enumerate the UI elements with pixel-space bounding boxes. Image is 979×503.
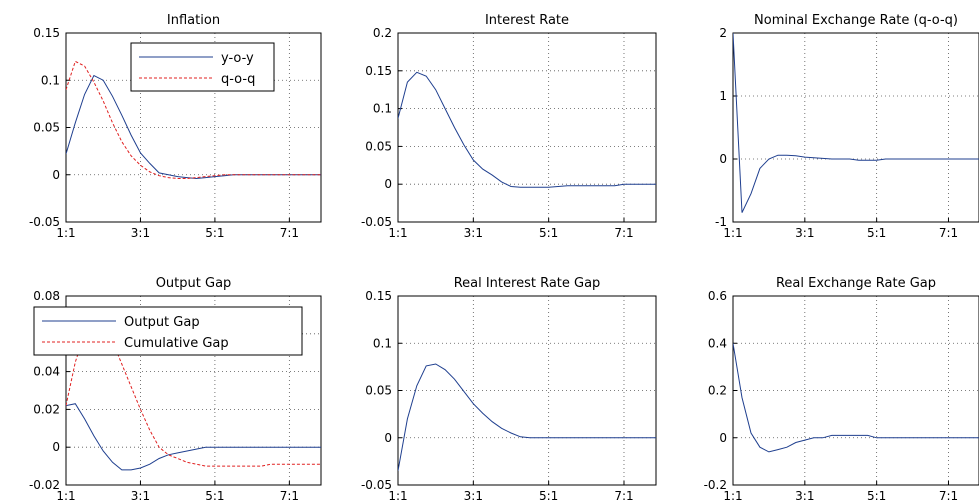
panel-title: Real Exchange Rate Gap [776,276,936,291]
y-tick-label: 0.05 [365,384,392,398]
panel-4: -0.05 0 0.05 0.1 0.15 1:1 3:1 5:1 7:1 Real Intere… [361,276,657,503]
y-tick-label: 0.6 [708,289,727,303]
panel-title: Nominal Exchange Rate (q-o-q) [754,13,958,28]
x-tick-label: 1:1 [723,226,742,240]
y-tick-label: 0.02 [33,402,60,416]
x-tick-label: 1:1 [723,489,742,503]
panel-5: -0.2 0 0.2 0.4 0.6 1:1 3:1 5:1 7:1 Real Exchange … [704,276,979,503]
y-tick-label: 0.15 [33,26,60,40]
x-tick-label: 5:1 [867,226,886,240]
panel-title: Output Gap [156,276,232,291]
x-tick-label: 5:1 [205,489,224,503]
x-tick-label: 1:1 [56,489,75,503]
x-tick-label: 5:1 [539,226,558,240]
panel-1: -0.05 0 0.05 0.1 0.15 0.2 1:1 3:1 5:1 7:1 Interest… [361,13,657,240]
x-tick-label: 7:1 [614,226,633,240]
legend-entry: y-o-y [221,51,254,66]
y-tick-label: 0 [384,177,392,191]
y-tick-label: 0.2 [708,384,727,398]
x-tick-label: 3:1 [464,226,483,240]
x-tick-label: 3:1 [464,489,483,503]
x-tick-label: 7:1 [280,489,299,503]
y-tick-label: -0.05 [361,478,392,492]
series-line-1 [66,60,321,179]
x-tick-label: 3:1 [131,489,150,503]
y-tick-label: 0.4 [708,336,727,350]
legend-entry: q-o-q [221,72,255,87]
y-tick-label: 0 [384,431,392,445]
x-tick-label: 5:1 [205,226,224,240]
panel-3: -0.0200.020.040.060.081:13:15:17:1Output… [29,276,322,503]
y-tick-label: 0.1 [373,336,392,350]
series-line-0 [398,71,656,188]
y-tick-label: 0.1 [41,73,60,87]
y-tick-label: 0.08 [33,289,60,303]
y-tick-label: 0 [719,431,727,445]
x-tick-label: 7:1 [939,489,958,503]
series-line-0 [398,363,656,471]
panel-title: Inflation [167,13,220,28]
x-tick-label: 3:1 [795,489,814,503]
y-tick-label: 0.15 [365,289,392,303]
y-tick-label: 0.1 [373,102,392,116]
x-tick-label: 7:1 [939,226,958,240]
axes-frame [732,32,979,223]
x-tick-label: 1:1 [388,226,407,240]
panel-title: Real Interest Rate Gap [454,276,601,291]
y-tick-label: 0 [719,152,727,166]
y-tick-label: 0.04 [33,365,60,379]
y-tick-label: 0.2 [373,26,392,40]
y-tick-label: -1 [715,215,727,229]
y-tick-label: 0 [52,440,60,454]
x-tick-label: 3:1 [795,226,814,240]
legend-entry: Output Gap [124,315,200,330]
y-tick-label: -0.05 [29,215,60,229]
x-tick-label: 1:1 [388,489,407,503]
y-tick-label: 0.15 [365,64,392,78]
y-tick-label: 0.05 [33,121,60,135]
legend-box [130,42,275,92]
y-tick-label: -0.02 [29,478,60,492]
panel-title: Interest Rate [485,13,569,28]
x-tick-label: 5:1 [867,489,886,503]
series-line-0 [733,343,979,453]
y-tick-label: 2 [719,26,727,40]
x-tick-label: 7:1 [280,226,299,240]
series-line-0 [733,32,979,213]
panel-2: -1 0 1 2 1:1 3:1 5:1 7:1 Nominal Exchange Rate (… [715,13,979,240]
legend-entry: Cumulative Gap [124,336,229,351]
axes-frame [397,32,657,223]
y-tick-label: 0 [52,168,60,182]
series-line-0 [66,403,321,471]
legend: y-o-y q-o-q [130,42,275,92]
y-tick-label: -0.05 [361,215,392,229]
y-tick-label: -0.2 [704,478,727,492]
legend: Output Gap Cumulative Gap [33,306,303,356]
x-tick-label: 5:1 [539,489,558,503]
x-tick-label: 7:1 [614,489,633,503]
x-tick-label: 1:1 [56,226,75,240]
axes-frame [65,295,322,486]
y-tick-label: 0.05 [365,139,392,153]
y-tick-label: 1 [719,89,727,103]
x-tick-label: 3:1 [131,226,150,240]
panel-0: -0.05 0 0.05 0.1 0.15 1:1 3:1 5:1 7:1 Inflation y-… [29,13,322,240]
legend-box [33,306,303,356]
